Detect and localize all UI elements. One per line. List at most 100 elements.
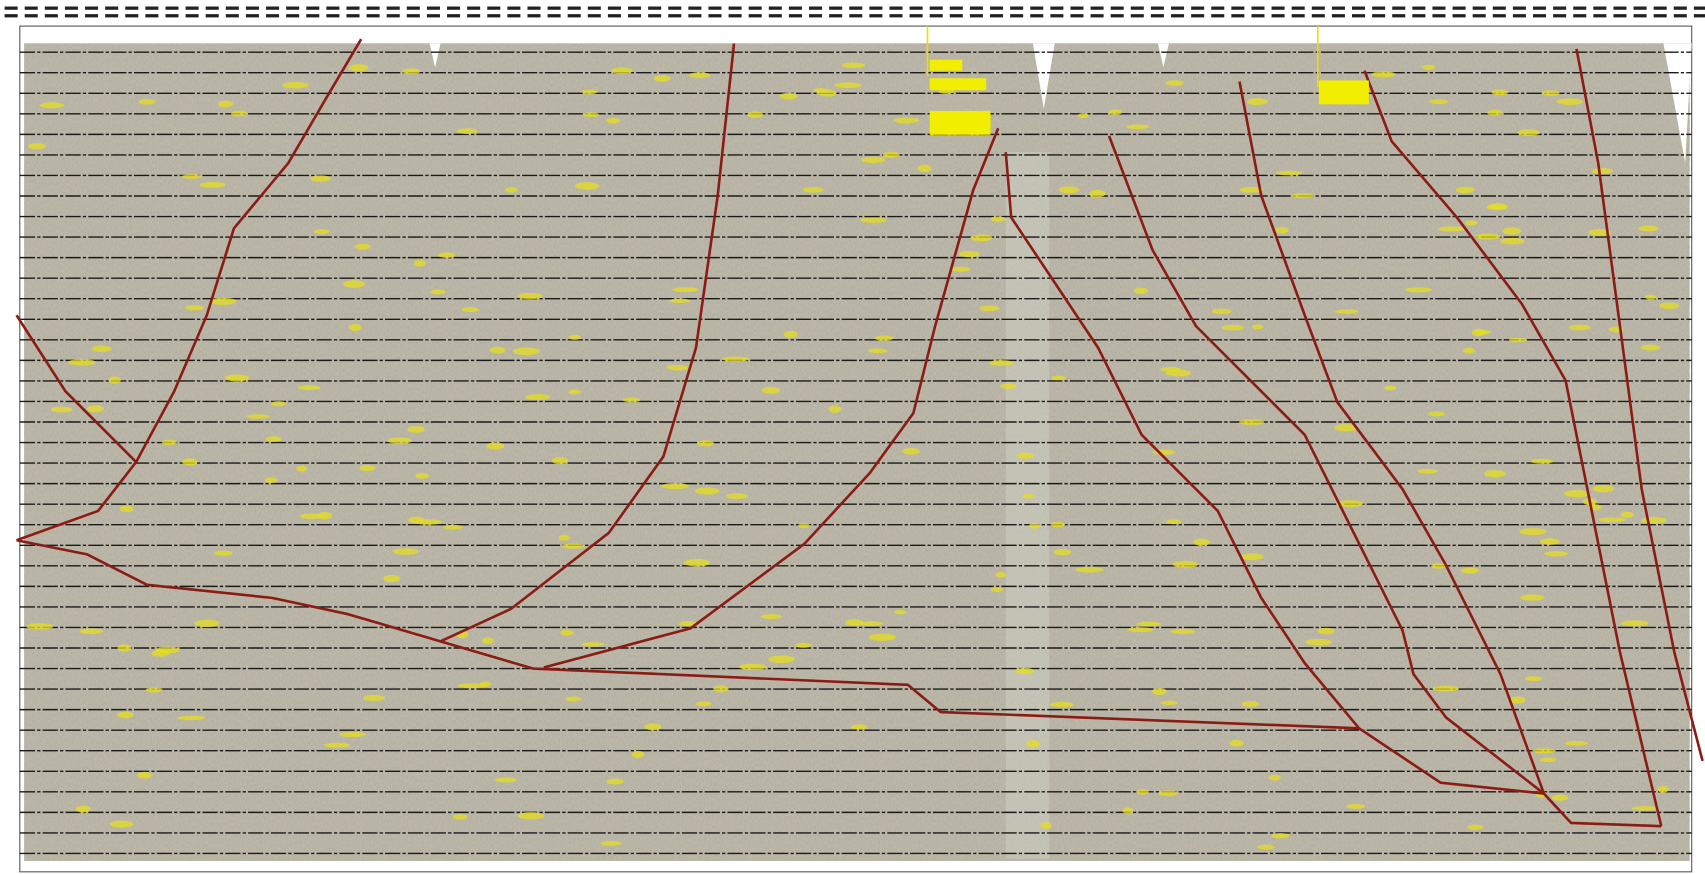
pick [1474,233,1501,240]
pick [783,330,798,339]
pick [1133,287,1148,294]
tick [1693,14,1705,18]
tick [266,14,280,18]
pick [1241,553,1264,561]
tick [44,6,58,10]
pick [1211,308,1232,315]
tick [1533,14,1547,18]
tick [809,14,823,18]
tick [1412,14,1426,18]
tick [1110,6,1124,10]
pick [407,426,425,433]
pick [430,289,446,295]
fault [439,43,736,643]
tick [1291,14,1305,18]
pick [1502,227,1522,235]
pick [1108,109,1122,115]
tick [1372,14,1386,18]
pick [1160,366,1181,372]
tick [889,14,903,18]
pick [265,436,282,443]
tick [607,6,621,10]
tick [467,6,481,10]
pick [1551,794,1568,801]
pick [860,217,887,223]
tick [1090,14,1104,18]
pick [1239,419,1265,425]
pick [828,405,841,413]
tick [809,6,823,10]
pick [600,840,622,846]
faults [15,38,1704,828]
pick [1659,302,1680,310]
tick [1553,6,1567,10]
tick [245,6,259,10]
tick [1130,14,1144,18]
pick [721,356,750,362]
pick [299,513,325,519]
pick [415,472,430,479]
tick [607,14,621,18]
pick [859,621,883,627]
tick [185,14,199,18]
well-markers [926,26,1369,135]
tick [44,14,58,18]
pick [1371,71,1396,78]
pick [1417,468,1438,474]
tick [1352,6,1366,10]
tick [909,6,923,10]
pick [456,128,478,135]
pick [1136,789,1149,795]
fault [16,538,1662,828]
tick [105,14,119,18]
pick [108,376,121,384]
pick [387,437,413,444]
pick [1641,344,1660,351]
pick [91,345,112,353]
pick [988,360,1014,366]
tick [165,6,179,10]
pick [1588,228,1611,237]
pick [1088,189,1106,198]
pick [558,534,570,541]
tick [628,6,642,10]
pick [1160,700,1179,706]
pick [1305,638,1333,646]
pick [561,543,585,549]
tick [245,14,259,18]
tick [1673,14,1687,18]
tick [447,6,461,10]
pick [841,62,865,69]
tick [1291,6,1305,10]
pick [901,448,921,455]
tick [708,14,722,18]
tick [1633,6,1647,10]
pick [1640,517,1667,524]
pick [517,292,543,300]
tick [688,14,702,18]
fault [543,127,1000,669]
tick [1050,6,1064,10]
pick [995,571,1007,578]
pick [1500,237,1525,245]
tick [1432,14,1446,18]
tick [487,14,501,18]
pick [182,458,198,466]
tick [1191,6,1205,10]
pick [479,681,492,687]
pick [979,305,1000,312]
tick [386,6,400,10]
pick [1438,226,1466,232]
tick [527,6,541,10]
tick [426,14,440,18]
tick [1492,14,1506,18]
pick [438,252,456,259]
pick [1539,757,1557,763]
pick [1568,324,1591,331]
pick [145,687,163,693]
pick [611,67,633,75]
pick [489,346,506,354]
pick [137,771,152,779]
